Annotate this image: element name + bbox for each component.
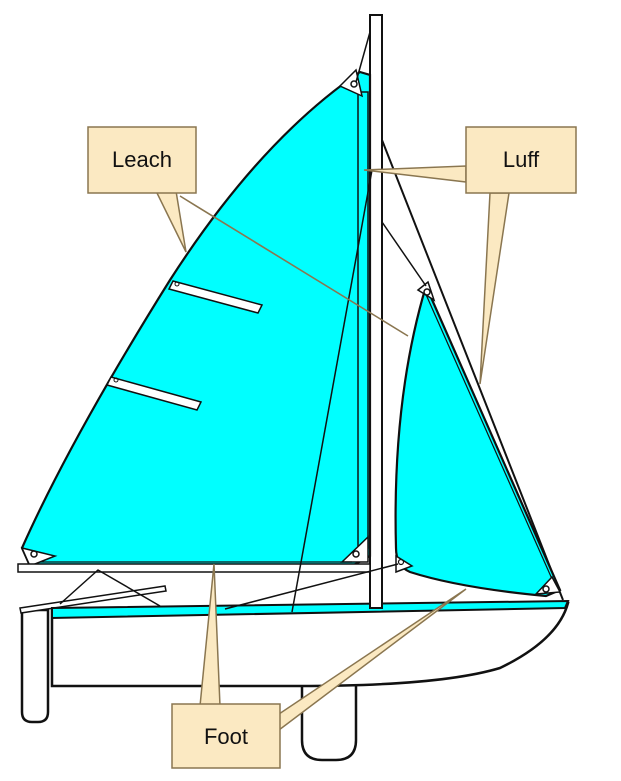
jib-tack-patch — [534, 575, 562, 595]
jib-luff-edge — [423, 289, 557, 589]
leach-callout-box — [87, 126, 197, 194]
tack-patch — [340, 535, 369, 563]
batten-upper — [167, 280, 264, 314]
jib — [394, 282, 562, 598]
luff-callout: Luff — [465, 126, 577, 194]
batten-upper-eyelet — [174, 281, 180, 287]
batten-lower — [105, 376, 203, 411]
clew-patch — [20, 546, 58, 567]
clew-cringle — [30, 550, 38, 558]
mainsail-luff-edge — [357, 91, 369, 549]
luff-pointer-b — [479, 192, 510, 385]
main-halyard — [355, 31, 371, 83]
mast — [369, 14, 383, 609]
batten-lower-eyelet — [113, 377, 119, 383]
leach-label: Leach — [112, 147, 172, 172]
mainsail — [20, 70, 372, 568]
boom — [17, 563, 371, 573]
shroud — [291, 169, 373, 613]
jib-halyard — [381, 221, 427, 287]
jib-tack-cringle — [542, 585, 550, 593]
rudder — [20, 608, 50, 724]
forestay — [381, 139, 564, 601]
leach-callout: Leach — [87, 126, 197, 194]
foot-label: Foot — [204, 724, 248, 749]
head-cringle — [350, 80, 358, 88]
gunwale-stripe — [51, 599, 570, 620]
foot-callout-box — [171, 703, 281, 769]
jib-sheet — [224, 563, 399, 610]
jib-head-cringle — [423, 288, 431, 296]
hull — [50, 601, 570, 688]
luff-callout-box — [465, 126, 577, 194]
luff-label: Luff — [503, 147, 540, 172]
jib-clew-cringle — [397, 558, 405, 566]
mainsheet — [59, 569, 161, 607]
foot-callout: Foot — [171, 703, 281, 769]
tack-cringle — [352, 550, 360, 558]
leach-pointer-a — [154, 190, 187, 253]
tiller — [19, 585, 167, 614]
leach-pointer-b — [179, 195, 409, 337]
